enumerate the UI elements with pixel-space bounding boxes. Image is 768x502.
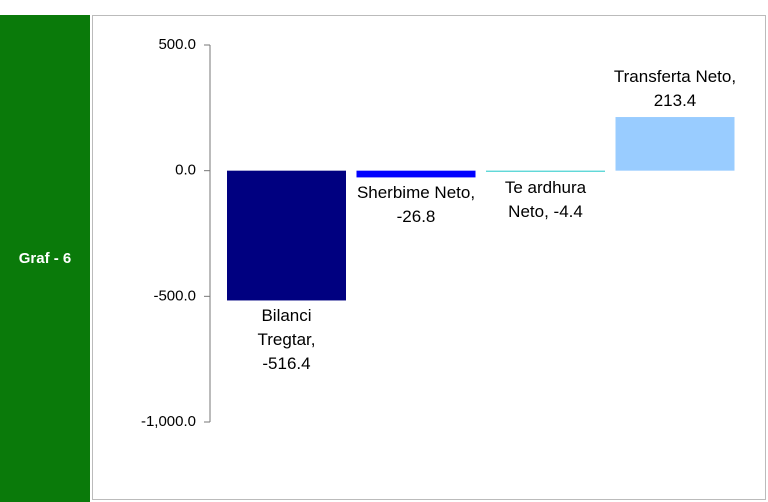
data-label: Transferta Neto, 213.4 (613, 67, 737, 111)
bar (227, 170, 346, 301)
data-label: Sherbime Neto, -26.8 (356, 183, 476, 227)
y-tick-label: -500.0 (153, 287, 196, 304)
data-label: Te ardhura Neto, -4.4 (504, 177, 587, 221)
side-label: Graf - 6 (0, 15, 90, 502)
bar (356, 170, 476, 178)
bar (615, 117, 735, 171)
y-tick-label: -1,000.0 (141, 413, 196, 430)
data-label: Bilanci Tregtar, -516.4 (257, 306, 316, 374)
y-tick-label: 500.0 (158, 36, 196, 53)
y-tick-label: 0.0 (175, 162, 196, 179)
bar (486, 170, 605, 172)
chart-frame (92, 15, 766, 500)
